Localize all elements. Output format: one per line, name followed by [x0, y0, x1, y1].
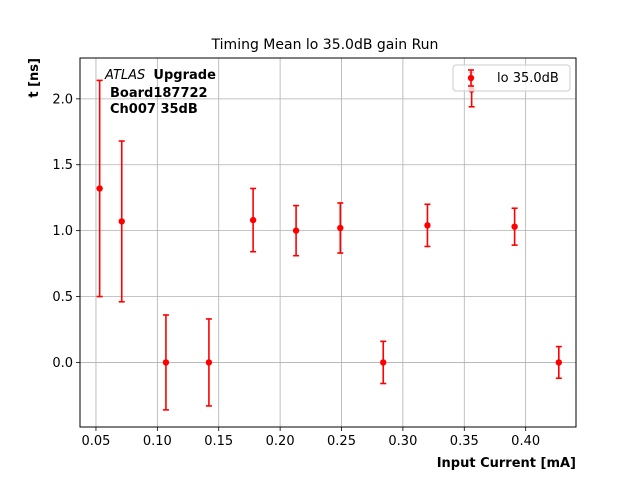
- legend: lo 35.0dB: [452, 64, 571, 92]
- grid: [80, 58, 576, 427]
- x-tick-label: 0.30: [388, 434, 417, 449]
- data-series: [96, 71, 563, 411]
- x-tick-label: 0.05: [81, 434, 110, 449]
- atlas-experiment: ATLAS: [104, 68, 145, 83]
- marker: [249, 216, 257, 224]
- x-axis-ticks: 0.05 0.10 0.15 0.20 0.25 0.30 0.35 0.40: [81, 427, 540, 449]
- data-point: [424, 203, 431, 248]
- legend-marker: [467, 69, 475, 87]
- data-point: [96, 79, 103, 298]
- data-point: [511, 207, 518, 246]
- x-axis-label: Input Current [mA]: [437, 456, 576, 471]
- y-tick-label: 0.0: [52, 356, 73, 371]
- y-tick-label: 0.5: [52, 290, 73, 305]
- marker: [424, 222, 431, 229]
- data-point: [249, 187, 257, 253]
- marker: [380, 359, 387, 366]
- atlas-label: ATLAS Upgrade Board187722 Ch007 35dB: [104, 68, 216, 117]
- x-tick-label: 0.10: [143, 434, 172, 449]
- legend-dot: [467, 74, 475, 82]
- y-tick-label: 1.0: [52, 224, 73, 239]
- marker: [205, 359, 213, 366]
- legend-box: [452, 64, 571, 92]
- svg-text:ATLAS Upgrade: ATLAS Upgrade: [104, 68, 216, 83]
- atlas-tag: Upgrade: [153, 68, 216, 83]
- data-point: [118, 140, 125, 303]
- legend-label: lo 35.0dB: [497, 71, 559, 86]
- data-point: [292, 204, 300, 257]
- data-point: [162, 314, 170, 411]
- x-tick-label: 0.20: [266, 434, 295, 449]
- y-axis-ticks: 0.0 0.5 1.0 1.5 2.0: [52, 92, 80, 371]
- marker: [162, 359, 170, 366]
- atlas-channel: Ch007 35dB: [110, 102, 198, 117]
- y-tick-label: 1.5: [52, 158, 73, 173]
- y-tick-label: 2.0: [52, 92, 73, 107]
- plot-frame: [79, 57, 577, 428]
- x-tick-label: 0.35: [450, 434, 479, 449]
- x-tick-label: 0.15: [204, 434, 233, 449]
- data-point: [205, 318, 213, 407]
- data-point: [337, 202, 344, 254]
- marker: [555, 359, 563, 366]
- chart-title: Timing Mean lo 35.0dB gain Run: [211, 37, 439, 53]
- data-point: [555, 345, 563, 380]
- data-point: [380, 340, 387, 385]
- atlas-board: Board187722: [110, 86, 208, 101]
- x-tick-label: 0.25: [327, 434, 356, 449]
- marker: [96, 185, 103, 192]
- marker: [337, 224, 344, 232]
- marker: [511, 223, 518, 230]
- marker: [118, 218, 125, 225]
- x-tick-label: 0.40: [511, 434, 540, 449]
- y-axis-label: t [ns]: [27, 58, 42, 98]
- marker: [292, 227, 300, 234]
